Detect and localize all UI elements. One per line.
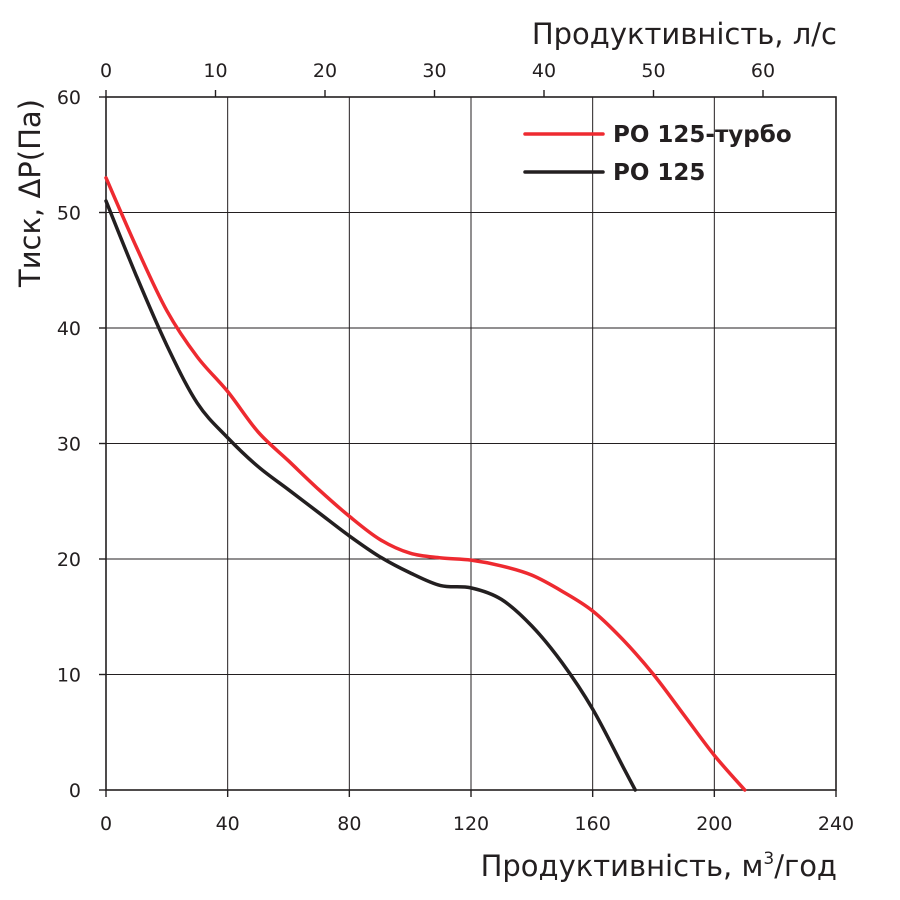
x-bottom-tick-label: 80 bbox=[337, 813, 361, 835]
x-top-tick-label: 40 bbox=[532, 60, 556, 82]
x-bottom-tick-label: 200 bbox=[696, 813, 732, 835]
series-line-po125 bbox=[104, 199, 637, 792]
legend: РО 125-турбо РО 125 bbox=[523, 122, 792, 186]
x-top-tick-label: 0 bbox=[100, 60, 112, 82]
x-axis-top-title: Продуктивність, л/с bbox=[532, 17, 837, 51]
x-top-tick-label: 20 bbox=[313, 60, 337, 82]
y-tick-label: 60 bbox=[57, 87, 81, 109]
x-axis-bottom-title-unit: /год bbox=[774, 849, 837, 883]
x-axis-bottom-title-superscript: 3 bbox=[763, 849, 774, 869]
x-bottom-tick-label: 160 bbox=[575, 813, 611, 835]
x-axis-bottom-title: Продуктивність, м3/год bbox=[481, 849, 837, 883]
x-axis-top-ticks: 0 10 20 30 40 50 60 bbox=[100, 60, 775, 97]
x-axis-bottom-ticks: 0 40 80 120 160 200 240 bbox=[100, 790, 854, 835]
x-top-tick-label: 50 bbox=[641, 60, 665, 82]
x-bottom-tick-label: 120 bbox=[453, 813, 489, 835]
y-tick-label: 0 bbox=[69, 780, 81, 802]
series-line-po125-turbo bbox=[104, 176, 747, 792]
series-lines bbox=[104, 176, 747, 792]
x-bottom-tick-label: 240 bbox=[818, 813, 854, 835]
grid-lines bbox=[105, 96, 837, 791]
y-tick-label: 40 bbox=[57, 318, 81, 340]
x-bottom-tick-label: 0 bbox=[100, 813, 112, 835]
x-top-tick-label: 10 bbox=[203, 60, 227, 82]
y-tick-label: 30 bbox=[57, 434, 81, 456]
y-tick-label: 50 bbox=[57, 203, 81, 225]
legend-label-po125-turbo: РО 125-турбо bbox=[613, 122, 792, 148]
y-axis-ticks: 0 10 20 30 40 50 60 bbox=[57, 87, 106, 802]
x-axis-bottom-title-main: Продуктивність, м bbox=[481, 849, 764, 883]
x-top-tick-label: 30 bbox=[422, 60, 446, 82]
legend-label-po125: РО 125 bbox=[613, 160, 705, 186]
x-bottom-tick-label: 40 bbox=[216, 813, 240, 835]
y-tick-label: 20 bbox=[57, 549, 81, 571]
y-tick-label: 10 bbox=[57, 665, 81, 687]
x-top-tick-label: 60 bbox=[751, 60, 775, 82]
y-axis-title: Тиск, ΔP(Па) bbox=[13, 99, 47, 288]
